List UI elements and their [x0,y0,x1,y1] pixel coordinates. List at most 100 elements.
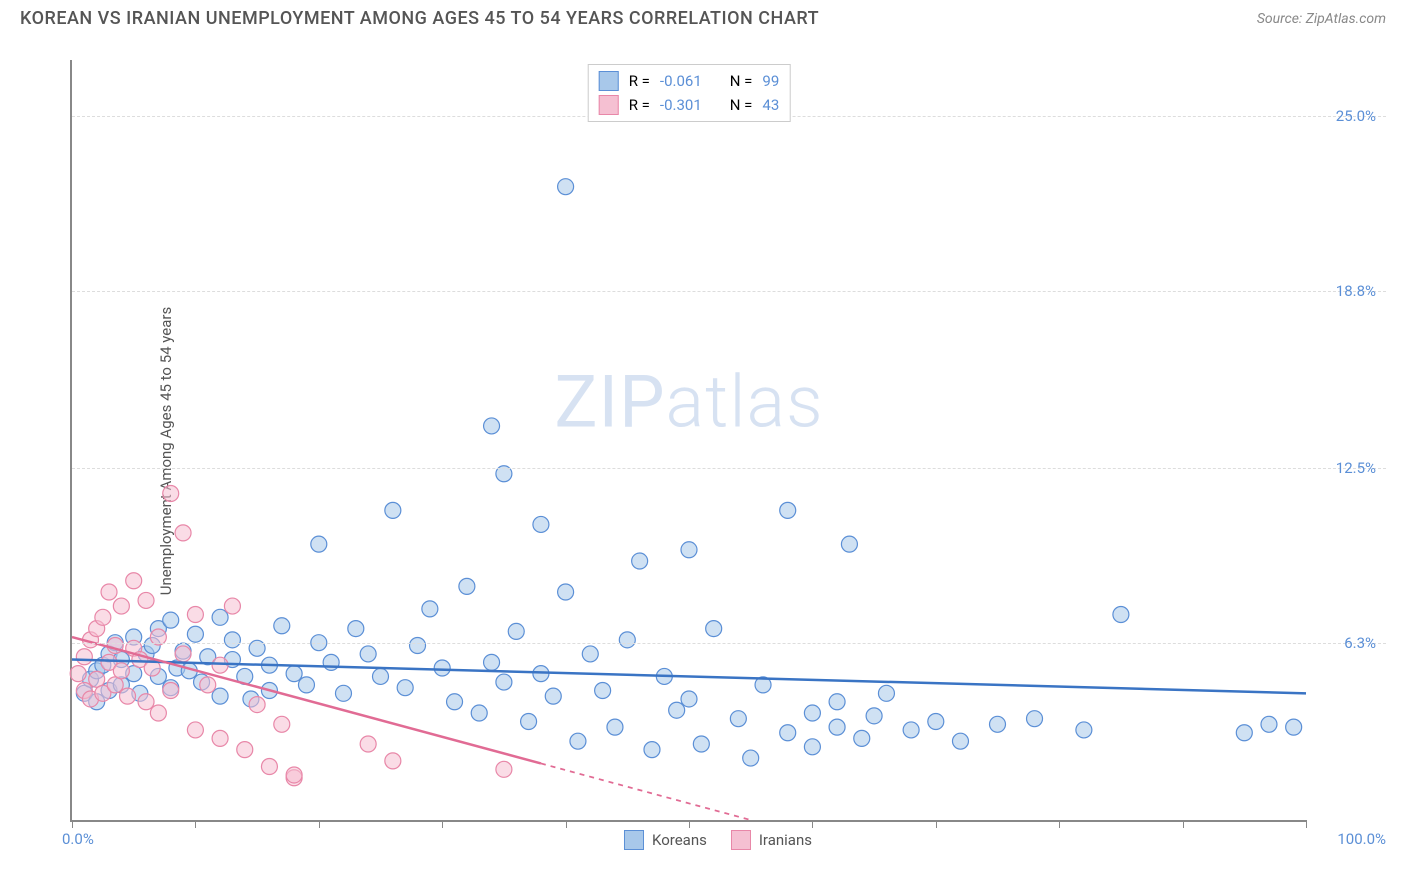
data-point [286,767,302,783]
data-point [780,725,796,741]
data-point [70,666,86,682]
data-point [200,677,216,693]
n-value-iranians: 43 [762,96,779,114]
data-point [224,598,240,614]
data-point [187,722,203,738]
data-point [484,418,500,434]
stats-legend-row-koreans: R = -0.061 N = 99 [599,69,780,93]
data-point [175,525,191,541]
data-point [471,705,487,721]
data-point [496,761,512,777]
legend-label-iranians: Iranians [759,831,812,849]
legend-item-iranians: Iranians [731,830,812,850]
data-point [224,632,240,648]
source-label: Source: ZipAtlas.com [1257,11,1386,27]
chart-container: Unemployment Among Ages 45 to 54 years R… [50,50,1386,852]
data-point [632,553,648,569]
data-point [681,542,697,558]
n-label: N = [730,96,753,114]
x-tick [1306,820,1307,828]
data-point [804,705,820,721]
data-point [311,536,327,552]
data-point [360,736,376,752]
x-min-label: 0.0% [62,830,94,848]
chart-title: KOREAN VS IRANIAN UNEMPLOYMENT AMONG AGE… [20,8,819,29]
data-point [138,694,154,710]
data-point [928,713,944,729]
legend-label-koreans: Koreans [652,831,707,849]
data-point [397,680,413,696]
plot-area: R = -0.061 N = 99 R = -0.301 N = 43 ZIPa… [70,60,1306,822]
data-point [175,646,191,662]
data-point [496,674,512,690]
data-point [706,621,722,637]
data-point [237,742,253,758]
data-point [570,733,586,749]
data-point [854,730,870,746]
grid-line [72,468,1386,469]
data-point [373,668,389,684]
data-point [459,578,475,594]
y-tick-label: 25.0% [1336,107,1376,125]
data-point [385,753,401,769]
r-label: R = [629,96,650,114]
data-point [669,702,685,718]
data-point [249,697,265,713]
data-point [619,632,635,648]
data-point [298,677,314,693]
stats-legend-row-iranians: R = -0.301 N = 43 [599,93,780,117]
data-point [434,660,450,676]
data-point [1113,607,1129,623]
data-point [163,683,179,699]
data-point [212,730,228,746]
data-point [804,739,820,755]
scatter-svg [72,60,1306,820]
x-tick [442,820,443,828]
data-point [360,646,376,662]
data-point [385,502,401,518]
data-point [422,601,438,617]
n-value-koreans: 99 [762,72,779,90]
x-tick [566,820,567,828]
data-point [545,688,561,704]
x-tick [72,820,73,828]
data-point [780,502,796,518]
grid-line [72,643,1386,644]
x-tick [195,820,196,828]
data-point [274,618,290,634]
data-point [76,649,92,665]
data-point [878,685,894,701]
data-point [138,592,154,608]
data-point [1076,722,1092,738]
data-point [730,711,746,727]
data-point [595,683,611,699]
x-tick [936,820,937,828]
data-point [187,626,203,642]
data-point [150,705,166,721]
trend-line-dashed [541,763,751,820]
data-point [447,694,463,710]
data-point [644,742,660,758]
data-point [508,623,524,639]
data-point [533,516,549,532]
data-point [163,485,179,501]
data-point [126,573,142,589]
swatch-koreans [599,71,619,91]
data-point [607,719,623,735]
data-point [829,694,845,710]
data-point [212,688,228,704]
data-point [212,609,228,625]
r-value-koreans: -0.061 [660,72,702,90]
data-point [558,584,574,600]
grid-line [72,291,1386,292]
data-point [484,654,500,670]
x-max-label: 100.0% [1337,830,1386,848]
data-point [95,609,111,625]
data-point [866,708,882,724]
data-point [903,722,919,738]
data-point [582,646,598,662]
data-point [101,584,117,600]
stats-legend: R = -0.061 N = 99 R = -0.301 N = 43 [588,64,791,122]
data-point [163,612,179,628]
data-point [120,688,136,704]
